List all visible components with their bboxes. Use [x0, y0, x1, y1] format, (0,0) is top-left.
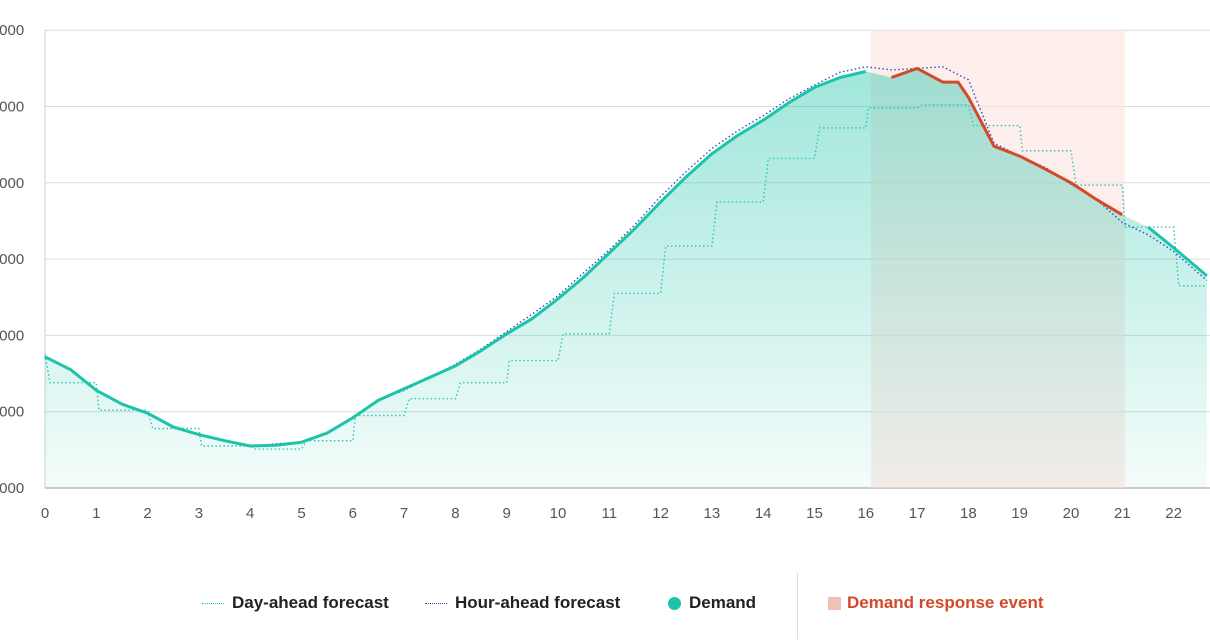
x-tick-label: 7	[400, 505, 408, 522]
y-tick-label: ,000	[0, 251, 24, 268]
y-tick-label: ,000	[0, 22, 24, 39]
x-tick-label: 19	[1011, 505, 1028, 522]
x-tick-label: 18	[960, 505, 977, 522]
series-demand-event-line	[890, 66, 1124, 217]
x-tick-label: 17	[909, 505, 926, 522]
x-tick-label: 2	[143, 505, 151, 522]
x-tick-label: 12	[652, 505, 669, 522]
legend-label-demand: Demand	[689, 593, 757, 612]
x-tick-label: 5	[297, 505, 305, 522]
x-tick-label: 22	[1165, 505, 1182, 522]
demand-chart: ,000,000,000,000,000,000,000012345678910…	[0, 22, 1210, 522]
series-demand-line	[44, 69, 867, 448]
x-tick-label: 1	[92, 505, 100, 522]
y-tick-label: ,000	[0, 327, 24, 344]
series-day-ahead-line	[44, 104, 1207, 450]
y-tick-label: ,000	[0, 404, 24, 421]
legend-label-event: Demand response event	[847, 593, 1044, 612]
y-tick-label: ,000	[0, 175, 24, 192]
legend-item-day-ahead[interactable]: Day-ahead forecast	[202, 593, 389, 613]
x-tick-label: 15	[806, 505, 823, 522]
x-tick-label: 20	[1063, 505, 1080, 522]
legend-label-day-ahead: Day-ahead forecast	[232, 593, 389, 612]
x-tick-label: 0	[41, 505, 49, 522]
day-ahead-swatch	[202, 602, 224, 604]
x-tick-label: 9	[503, 505, 511, 522]
x-tick-label: 8	[451, 505, 459, 522]
series-demand-line-after	[1147, 225, 1208, 278]
y-tick-label: ,000	[0, 99, 24, 116]
x-tick-label: 21	[1114, 505, 1131, 522]
x-tick-label: 10	[550, 505, 567, 522]
y-tick-label: ,000	[0, 480, 24, 497]
x-tick-label: 4	[246, 505, 254, 522]
demand-area	[45, 68, 1207, 489]
legend-item-demand[interactable]: Demand	[668, 593, 756, 613]
legend-divider	[797, 573, 798, 639]
legend-label-hour-ahead: Hour-ahead forecast	[455, 593, 621, 612]
legend-item-event[interactable]: Demand response event	[828, 593, 1044, 613]
chart-legend: Day-ahead forecast Hour-ahead forecast D…	[0, 573, 1210, 639]
x-tick-label: 6	[349, 505, 357, 522]
demand-swatch	[668, 596, 681, 610]
x-tick-label: 14	[755, 505, 772, 522]
event-swatch	[828, 596, 841, 610]
x-tick-label: 16	[857, 505, 874, 522]
hour-ahead-swatch	[425, 602, 447, 604]
x-tick-label: 3	[195, 505, 203, 522]
legend-item-hour-ahead[interactable]: Hour-ahead forecast	[425, 593, 620, 613]
x-tick-label: 11	[602, 505, 618, 522]
x-tick-label: 13	[704, 505, 721, 522]
